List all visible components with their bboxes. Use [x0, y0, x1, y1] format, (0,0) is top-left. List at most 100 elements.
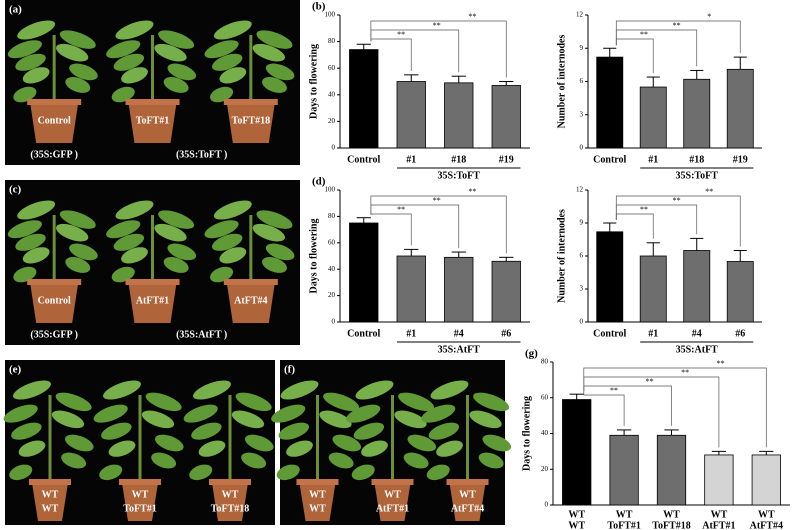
bar: [639, 255, 667, 323]
bar: [444, 82, 474, 149]
y-tick-label: 20: [328, 117, 336, 125]
leaf: [319, 410, 352, 429]
rootstock-label: WT: [42, 503, 59, 514]
panel-label: (d): [312, 176, 326, 188]
y-tick-label: 3: [580, 110, 584, 118]
leaf: [482, 434, 512, 452]
pot-rim: [125, 99, 180, 105]
bar: [349, 222, 379, 323]
leaf: [158, 210, 195, 229]
x-tick-label: WT: [663, 509, 680, 520]
y-axis-label: Days to flowering: [308, 219, 319, 294]
leaf: [15, 53, 46, 71]
leaf: [210, 266, 234, 283]
significance-bracket: [583, 376, 720, 448]
leaf: [280, 380, 319, 400]
panel-label: (e): [9, 364, 22, 376]
x-tick-label: #1: [406, 328, 416, 339]
y-tick-label: 9: [580, 44, 584, 52]
leaf: [154, 434, 184, 452]
leaf: [210, 86, 234, 103]
bar: [683, 250, 711, 323]
leaf: [204, 220, 239, 239]
pot: [212, 483, 248, 521]
x-tick-label: WT: [758, 509, 775, 520]
leaf: [398, 392, 435, 412]
y-tick-label: 60: [541, 393, 549, 401]
bar: [639, 86, 667, 149]
scion-label: WT: [222, 489, 239, 500]
photo: WT WT WT ToFT#1 WT ToFT#18 (e): [3, 360, 275, 525]
y-tick-label: 3: [580, 285, 584, 293]
bar: [656, 434, 687, 506]
leaf: [61, 452, 87, 469]
leaf: [198, 440, 226, 457]
pot-rim: [27, 279, 82, 285]
pot-rim: [223, 99, 278, 105]
x-tick-label: #18: [451, 154, 466, 165]
leaf: [64, 434, 94, 452]
leaf: [154, 43, 187, 62]
pot-rim: [29, 479, 71, 485]
significance-label: **: [468, 12, 476, 21]
leaf: [111, 86, 135, 103]
x-tick-label: #1: [648, 328, 658, 339]
significance-label: **: [433, 21, 441, 30]
x-tick-label: #19: [733, 154, 748, 165]
leaf: [158, 30, 195, 49]
bar: [562, 399, 592, 506]
significance-bracket: [583, 385, 672, 426]
leaf: [276, 464, 300, 481]
bar: [609, 434, 639, 506]
y-tick-label: 6: [580, 252, 584, 260]
pot-label: ToFT#18: [232, 115, 271, 126]
significance-bracket: [583, 391, 625, 426]
significance-label: **: [397, 205, 405, 214]
leaf: [332, 434, 362, 452]
leaf: [113, 233, 145, 251]
leaf: [346, 404, 381, 423]
bar: [726, 261, 754, 323]
leaf: [65, 77, 91, 93]
pot-rim: [119, 479, 161, 485]
y-tick-label: 12: [576, 186, 584, 194]
panel-label: (a): [9, 4, 22, 16]
pot: [122, 483, 158, 521]
bar: [396, 81, 426, 149]
pot: [128, 283, 177, 323]
bar: [596, 231, 624, 323]
leaf: [183, 404, 218, 423]
leaf: [51, 410, 85, 429]
leaf: [421, 404, 456, 423]
x-axis-label: 35S:AtFT: [438, 344, 481, 355]
leaf: [9, 464, 33, 481]
rootstock-label: AtFT#1: [376, 503, 409, 514]
significance-bracket: [370, 29, 460, 73]
leaf: [22, 67, 50, 84]
pot-label: AtFT#4: [234, 295, 267, 306]
y-tick-label: 0: [580, 318, 584, 326]
significance-label: **: [640, 30, 648, 39]
significance-bracket: [615, 204, 698, 235]
x-tick-label: #1: [648, 154, 658, 165]
leaf: [265, 63, 295, 81]
leaf: [262, 257, 287, 273]
leaf: [193, 380, 231, 400]
y-tick-label: 20: [541, 465, 549, 473]
significance-label: **: [610, 386, 618, 395]
significance-bracket: [615, 29, 698, 67]
leaf: [256, 30, 293, 49]
x-tick-label: #4: [454, 328, 464, 339]
group-label: (35S:GFP ): [30, 149, 78, 160]
leaf: [252, 223, 285, 242]
pot: [32, 483, 68, 521]
leaf: [111, 266, 135, 283]
pot: [128, 103, 177, 143]
leaf: [167, 243, 197, 261]
y-tick-label: 80: [328, 37, 336, 45]
leaf: [231, 410, 265, 429]
pot-rim: [209, 479, 251, 485]
x-tick-label: #6: [735, 328, 745, 339]
y-tick-label: 20: [328, 291, 336, 299]
y-axis-label: Number of internodes: [556, 209, 567, 303]
